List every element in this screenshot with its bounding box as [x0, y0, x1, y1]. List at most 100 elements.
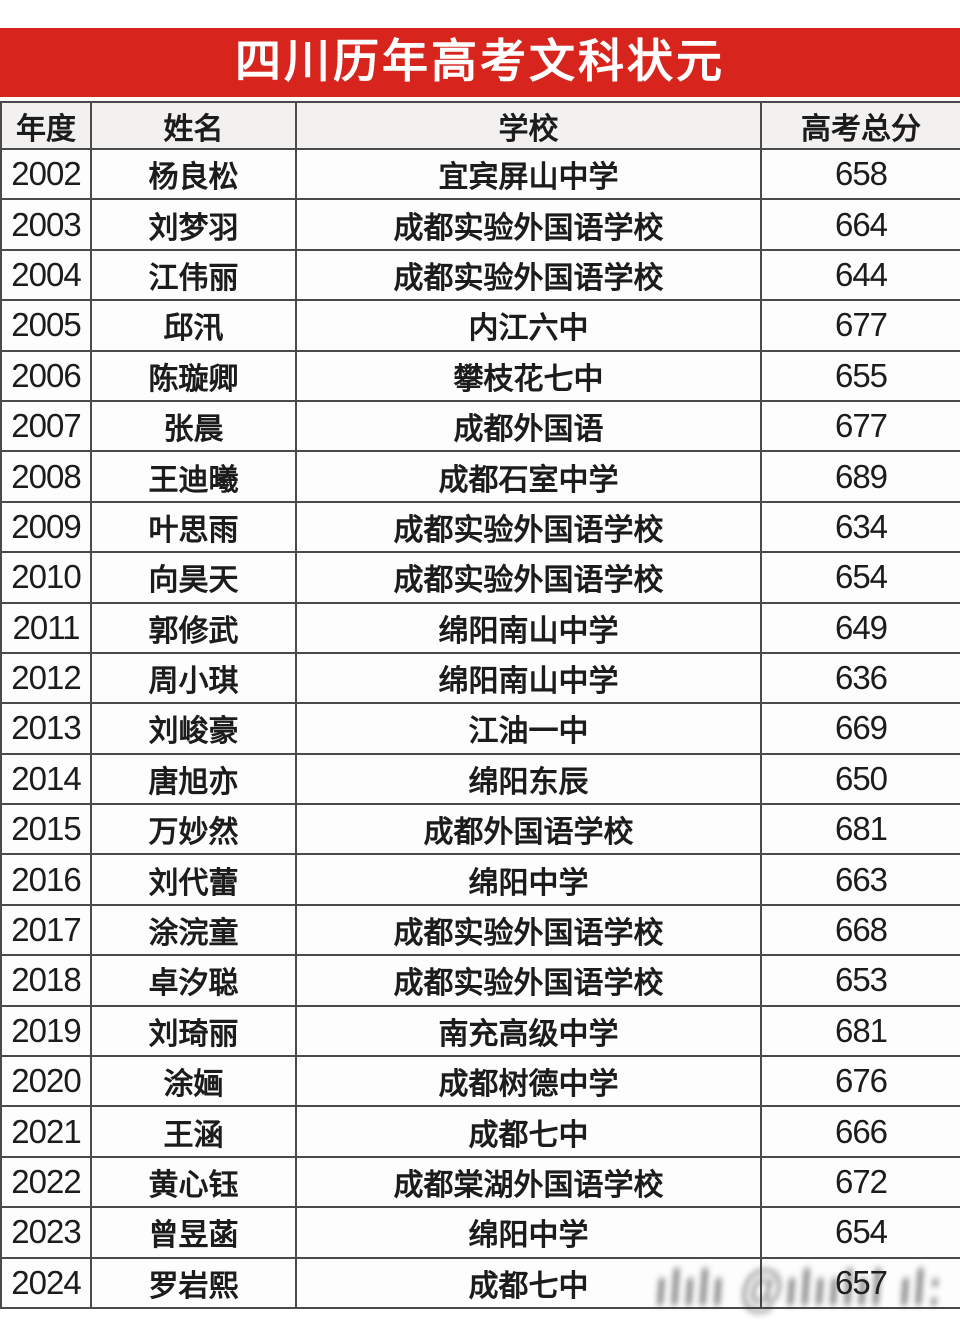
cell-name: 郭修武 — [90, 601, 297, 654]
table-row: 2002 杨良松 宜宾屏山中学 658 — [0, 147, 960, 201]
cell-name: 周小琪 — [90, 651, 297, 705]
table-row: 2008 王迪曦 成都石室中学 689 — [0, 450, 960, 503]
col-header-year: 年度 — [0, 101, 92, 150]
cell-school: 攀枝花七中 — [295, 349, 762, 402]
cell-school: 内江六中 — [295, 299, 762, 352]
cell-score: 663 — [760, 853, 960, 906]
table-row: 2023 曾昱菡 绵阳中学 654 — [0, 1206, 960, 1259]
col-header-score: 高考总分 — [760, 101, 960, 150]
table-row: 2005 邱汛 内江六中 677 — [0, 299, 960, 352]
cell-year: 2002 — [0, 147, 92, 201]
cell-year: 2015 — [0, 803, 92, 856]
cell-school: 成都实验外国语学校 — [295, 903, 762, 957]
table-row: 2020 涂婳 成都树德中学 676 — [0, 1055, 960, 1108]
table-row: 2012 周小琪 绵阳南山中学 636 — [0, 651, 960, 705]
cell-name: 杨良松 — [90, 147, 297, 201]
cell-name: 刘代蕾 — [90, 853, 297, 906]
cell-school: 绵阳东辰 — [295, 752, 762, 806]
cell-name: 刘琦丽 — [90, 1004, 297, 1058]
cell-name: 黄心钰 — [90, 1155, 297, 1209]
cell-school: 成都石室中学 — [295, 450, 762, 503]
cell-school: 成都实验外国语学校 — [295, 248, 762, 302]
cell-year: 2003 — [0, 198, 92, 251]
cell-name: 涂浣童 — [90, 903, 297, 957]
cell-school: 成都实验外国语学校 — [295, 500, 762, 554]
cell-score: 669 — [760, 702, 960, 755]
cell-year: 2018 — [0, 954, 92, 1007]
cell-year: 2019 — [0, 1004, 92, 1058]
cell-name: 张晨 — [90, 399, 297, 453]
cell-score: 658 — [760, 147, 960, 201]
cell-school: 绵阳南山中学 — [295, 601, 762, 654]
table-row: 2010 向昊天 成都实验外国语学校 654 — [0, 551, 960, 604]
table-row: 2015 万妙然 成都外国语学校 681 — [0, 803, 960, 856]
col-header-school: 学校 — [295, 101, 762, 150]
scores-table: 年度 姓名 学校 高考总分 2002 杨良松 宜宾屏山中学 658 2003 刘… — [0, 101, 960, 1309]
cell-score: 636 — [760, 651, 960, 705]
cell-score: 677 — [760, 299, 960, 352]
cell-school: 成都外国语 — [295, 399, 762, 453]
cell-school: 成都棠湖外国语学校 — [295, 1155, 762, 1209]
table-row: 2018 卓汐聪 成都实验外国语学校 653 — [0, 954, 960, 1007]
cell-school: 宜宾屏山中学 — [295, 147, 762, 201]
table-row: 2007 张晨 成都外国语 677 — [0, 399, 960, 453]
cell-score: 657 — [760, 1256, 960, 1309]
cell-name: 叶思雨 — [90, 500, 297, 554]
cell-year: 2013 — [0, 702, 92, 755]
cell-name: 刘峻豪 — [90, 702, 297, 755]
cell-school: 绵阳南山中学 — [295, 651, 762, 705]
cell-score: 677 — [760, 399, 960, 453]
cell-school: 成都实验外国语学校 — [295, 954, 762, 1007]
cell-year: 2017 — [0, 903, 92, 957]
table-row: 2019 刘琦丽 南充高级中学 681 — [0, 1004, 960, 1058]
table-row: 2003 刘梦羽 成都实验外国语学校 664 — [0, 198, 960, 251]
cell-year: 2012 — [0, 651, 92, 705]
cell-year: 2004 — [0, 248, 92, 302]
header-row: 年度 姓名 学校 高考总分 — [0, 101, 960, 150]
cell-year: 2021 — [0, 1105, 92, 1158]
cell-score: 655 — [760, 349, 960, 402]
cell-name: 刘梦羽 — [90, 198, 297, 251]
table-row: 2014 唐旭亦 绵阳东辰 650 — [0, 752, 960, 806]
table-row: 2022 黄心钰 成都棠湖外国语学校 672 — [0, 1155, 960, 1209]
cell-name: 涂婳 — [90, 1055, 297, 1108]
cell-score: 664 — [760, 198, 960, 251]
table-row: 2013 刘峻豪 江油一中 669 — [0, 702, 960, 755]
cell-school: 成都七中 — [295, 1105, 762, 1158]
cell-score: 654 — [760, 1206, 960, 1259]
cell-school: 南充高级中学 — [295, 1004, 762, 1058]
cell-name: 陈璇卿 — [90, 349, 297, 402]
cell-score: 676 — [760, 1055, 960, 1108]
cell-score: 681 — [760, 803, 960, 856]
title-bar: 四川历年高考文科状元 — [0, 28, 960, 97]
table-row: 2024 罗岩熙 成都七中 657 — [0, 1256, 960, 1309]
cell-score: 653 — [760, 954, 960, 1007]
cell-score: 649 — [760, 601, 960, 654]
cell-year: 2005 — [0, 299, 92, 352]
cell-name: 向昊天 — [90, 551, 297, 604]
table-row: 2009 叶思雨 成都实验外国语学校 634 — [0, 500, 960, 554]
cell-school: 成都实验外国语学校 — [295, 551, 762, 604]
cell-score: 681 — [760, 1004, 960, 1058]
cell-name: 江伟丽 — [90, 248, 297, 302]
table-row: 2011 郭修武 绵阳南山中学 649 — [0, 601, 960, 654]
cell-school: 江油一中 — [295, 702, 762, 755]
cell-year: 2010 — [0, 551, 92, 604]
cell-school: 成都外国语学校 — [295, 803, 762, 856]
cell-school: 成都七中 — [295, 1256, 762, 1309]
table-row: 2006 陈璇卿 攀枝花七中 655 — [0, 349, 960, 402]
cell-name: 曾昱菡 — [90, 1206, 297, 1259]
cell-score: 666 — [760, 1105, 960, 1158]
cell-score: 650 — [760, 752, 960, 806]
title-divider — [0, 97, 960, 101]
cell-school: 绵阳中学 — [295, 1206, 762, 1259]
cell-year: 2009 — [0, 500, 92, 554]
cell-year: 2014 — [0, 752, 92, 806]
cell-school: 绵阳中学 — [295, 853, 762, 906]
cell-year: 2020 — [0, 1055, 92, 1108]
cell-score: 689 — [760, 450, 960, 503]
cell-name: 罗岩熙 — [90, 1256, 297, 1309]
col-header-name: 姓名 — [90, 101, 297, 150]
table-row: 2017 涂浣童 成都实验外国语学校 668 — [0, 903, 960, 957]
